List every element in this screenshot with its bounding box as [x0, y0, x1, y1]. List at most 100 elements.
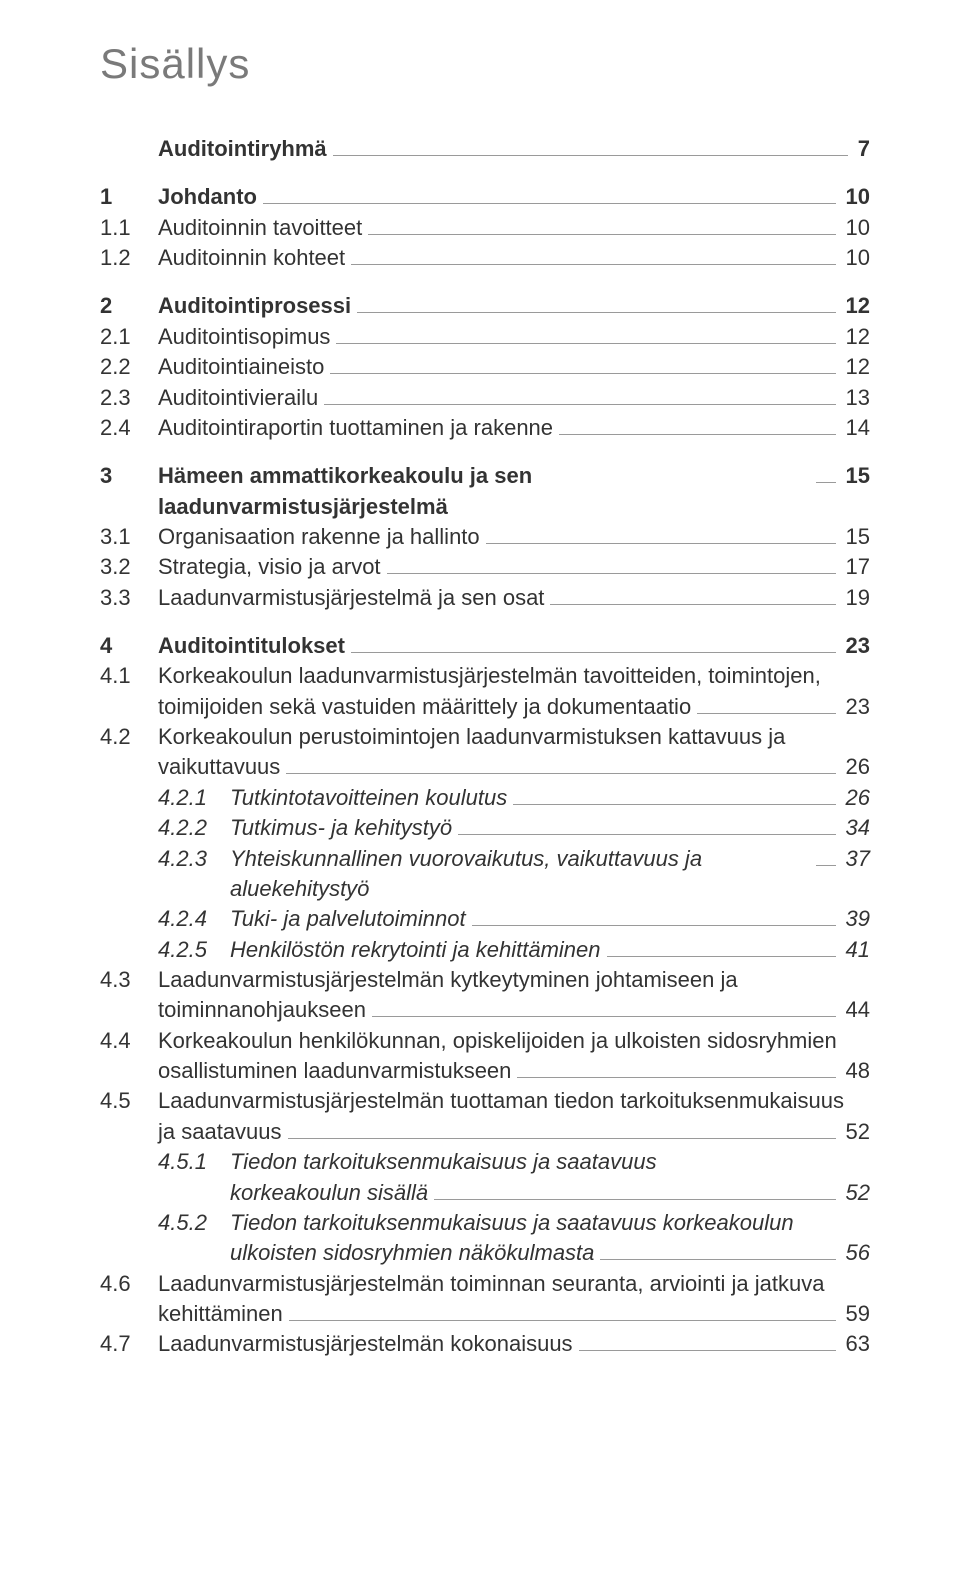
toc-label: Korkeakoulun perustoimintojen laadunvarm… [158, 722, 785, 752]
toc-spacer [100, 443, 870, 461]
toc-page: 12 [842, 322, 870, 352]
toc-page: 26 [842, 783, 870, 813]
toc-leader [336, 343, 835, 344]
toc-label: Auditointitulokset [158, 631, 345, 661]
toc-row: vaikuttavuus 26 [100, 752, 870, 782]
toc-number: 4.4 [100, 1026, 158, 1056]
toc-number: 4.5.1 [100, 1147, 230, 1177]
toc-row: 2.2Auditointiaineisto12 [100, 352, 870, 382]
toc-page: 48 [842, 1056, 870, 1086]
toc-page: 13 [842, 383, 870, 413]
toc-number: 4.2 [100, 722, 158, 752]
toc-row: toiminnanohjaukseen44 [100, 995, 870, 1025]
toc-row: 2.4Auditointiraportin tuottaminen ja rak… [100, 413, 870, 443]
toc-leader [517, 1077, 835, 1078]
toc-label: toimijoiden sekä vastuiden määrittely ja… [158, 692, 691, 722]
toc-label: Auditointiryhmä [158, 134, 327, 164]
toc-label: Henkilöstön rekrytointi ja kehittäminen [230, 935, 601, 965]
toc-label: Yhteiskunnallinen vuorovaikutus, vaikutt… [230, 844, 810, 905]
toc-label: Tiedon tarkoituksenmukaisuus ja saatavuu… [230, 1147, 657, 1177]
toc-page: 52 [842, 1178, 870, 1208]
toc-number: 4.7 [100, 1329, 158, 1359]
toc-number: 1 [100, 182, 158, 212]
toc-row: 4.4Korkeakoulun henkilökunnan, opiskelij… [100, 1026, 870, 1056]
toc-row: 1.2Auditoinnin kohteet 10 [100, 243, 870, 273]
toc-label: toiminnanohjaukseen [158, 995, 366, 1025]
toc-leader [513, 804, 835, 805]
toc-row: ulkoisten sidosryhmien näkökulmasta 56 [100, 1238, 870, 1268]
toc-label: Auditoinnin kohteet [158, 243, 345, 273]
toc-number: 3.1 [100, 522, 158, 552]
toc-number: 4.2.1 [100, 783, 230, 813]
toc-number: 4.5 [100, 1086, 158, 1116]
toc-label: Auditointisopimus [158, 322, 330, 352]
toc-row: 4.7Laadunvarmistusjärjestelmän kokonaisu… [100, 1329, 870, 1359]
toc-number: 2.4 [100, 413, 158, 443]
toc-row: 1Johdanto10 [100, 182, 870, 212]
toc-label: Auditointiraportin tuottaminen ja rakenn… [158, 413, 553, 443]
toc-leader [472, 925, 836, 926]
toc-page: 26 [842, 752, 870, 782]
toc-leader [579, 1350, 836, 1351]
toc-page: 7 [854, 134, 870, 164]
toc-leader [486, 543, 836, 544]
page-title: Sisällys [100, 40, 870, 88]
toc-row: 4.2.3Yhteiskunnallinen vuorovaikutus, va… [100, 844, 870, 905]
page: Sisällys Auditointiryhmä71Johdanto101.1A… [0, 0, 960, 1569]
toc-label: Korkeakoulun henkilökunnan, opiskelijoid… [158, 1026, 837, 1056]
toc-page: 10 [842, 213, 870, 243]
toc-label: Laadunvarmistusjärjestelmän tuottaman ti… [158, 1086, 844, 1116]
toc-number: 2 [100, 291, 158, 321]
toc-row: Auditointiryhmä 7 [100, 134, 870, 164]
toc-label: korkeakoulun sisällä [230, 1178, 428, 1208]
toc-label: ulkoisten sidosryhmien näkökulmasta [230, 1238, 594, 1268]
toc-page: 56 [842, 1238, 870, 1268]
toc-leader [697, 713, 835, 714]
toc-row: 4.2.1Tutkintotavoitteinen koulutus 26 [100, 783, 870, 813]
toc-row: 4Auditointitulokset 23 [100, 631, 870, 661]
toc-page: 23 [842, 692, 870, 722]
toc-row: 4.2Korkeakoulun perustoimintojen laadunv… [100, 722, 870, 752]
toc-row: ja saatavuus52 [100, 1117, 870, 1147]
toc-number: 4.5.2 [100, 1208, 230, 1238]
toc-row: 4.5Laadunvarmistusjärjestelmän tuottaman… [100, 1086, 870, 1116]
toc-label: kehittäminen [158, 1299, 283, 1329]
toc-number: 4 [100, 631, 158, 661]
toc-page: 52 [842, 1117, 870, 1147]
toc-row: toimijoiden sekä vastuiden määrittely ja… [100, 692, 870, 722]
toc-page: 17 [842, 552, 870, 582]
toc-page: 10 [842, 243, 870, 273]
toc-number: 4.2.4 [100, 904, 230, 934]
toc-label: Tutkintotavoitteinen koulutus [230, 783, 507, 813]
toc-page: 23 [842, 631, 870, 661]
toc-page: 34 [842, 813, 870, 843]
toc-number: 1.2 [100, 243, 158, 273]
toc-row: 1.1Auditoinnin tavoitteet10 [100, 213, 870, 243]
toc-number: 2.2 [100, 352, 158, 382]
toc-leader [289, 1320, 836, 1321]
toc-label: vaikuttavuus [158, 752, 280, 782]
toc-label: Laadunvarmistusjärjestelmän kokonaisuus [158, 1329, 573, 1359]
toc-leader [357, 312, 835, 313]
toc-leader [333, 155, 848, 156]
toc-row: korkeakoulun sisällä 52 [100, 1178, 870, 1208]
toc-label: Auditointiaineisto [158, 352, 324, 382]
toc-leader [288, 1138, 836, 1139]
toc-row: 4.1Korkeakoulun laadunvarmistusjärjestel… [100, 661, 870, 691]
toc-row: osallistuminen laadunvarmistukseen48 [100, 1056, 870, 1086]
toc-page: 41 [842, 935, 870, 965]
toc-row: 3Hämeen ammattikorkeakoulu ja sen laadun… [100, 461, 870, 522]
toc-number: 3.2 [100, 552, 158, 582]
toc-row: 3.2Strategia, visio ja arvot17 [100, 552, 870, 582]
toc-spacer [100, 164, 870, 182]
toc-number: 4.3 [100, 965, 158, 995]
toc-number: 4.1 [100, 661, 158, 691]
toc-row: 4.2.5Henkilöstön rekrytointi ja kehittäm… [100, 935, 870, 965]
toc-number: 4.2.5 [100, 935, 230, 965]
toc-label: Auditointiprosessi [158, 291, 351, 321]
toc-leader [559, 434, 835, 435]
toc-page: 59 [842, 1299, 870, 1329]
toc-leader [387, 573, 836, 574]
toc-label: Johdanto [158, 182, 257, 212]
toc-leader [458, 834, 835, 835]
